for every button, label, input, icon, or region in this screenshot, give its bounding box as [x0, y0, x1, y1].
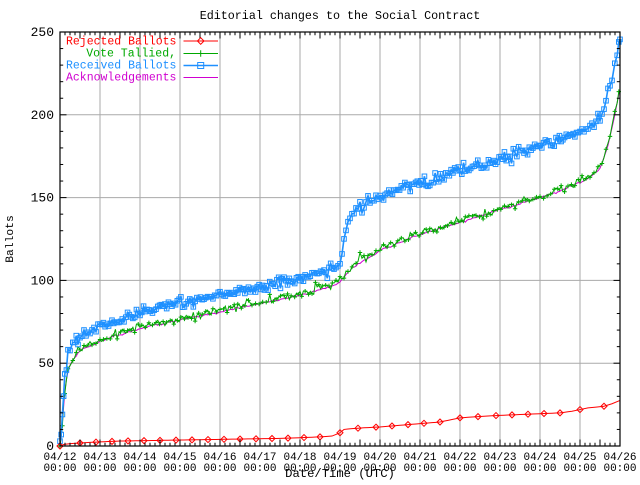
svg-text:Date/Time (UTC): Date/Time (UTC)	[285, 467, 395, 480]
svg-text:00:00: 00:00	[123, 463, 156, 475]
svg-text:100: 100	[31, 273, 54, 288]
svg-text:00:00: 00:00	[243, 463, 276, 475]
svg-text:Editorial changes to the Socia: Editorial changes to the Social Contract	[200, 9, 481, 23]
svg-text:00:00: 00:00	[563, 463, 596, 475]
svg-text:00:00: 00:00	[483, 463, 516, 475]
svg-text:00:00: 00:00	[443, 463, 476, 475]
svg-text:00:00: 00:00	[83, 463, 116, 475]
svg-text:250: 250	[31, 25, 54, 40]
svg-text:50: 50	[38, 356, 54, 371]
svg-text:0: 0	[46, 439, 54, 454]
svg-text:00:00: 00:00	[403, 463, 436, 475]
svg-text:00:00: 00:00	[523, 463, 556, 475]
svg-text:200: 200	[31, 108, 54, 123]
svg-text:00:00: 00:00	[163, 463, 196, 475]
svg-text:00:00: 00:00	[43, 463, 76, 475]
svg-text:00:00: 00:00	[603, 463, 636, 475]
svg-text:Rejected Ballots: Rejected Ballots	[66, 35, 176, 48]
svg-text:Ballots: Ballots	[5, 215, 17, 262]
svg-text:00:00: 00:00	[203, 463, 236, 475]
svg-text:Acknowledgements: Acknowledgements	[66, 72, 176, 85]
svg-text:150: 150	[31, 191, 54, 206]
